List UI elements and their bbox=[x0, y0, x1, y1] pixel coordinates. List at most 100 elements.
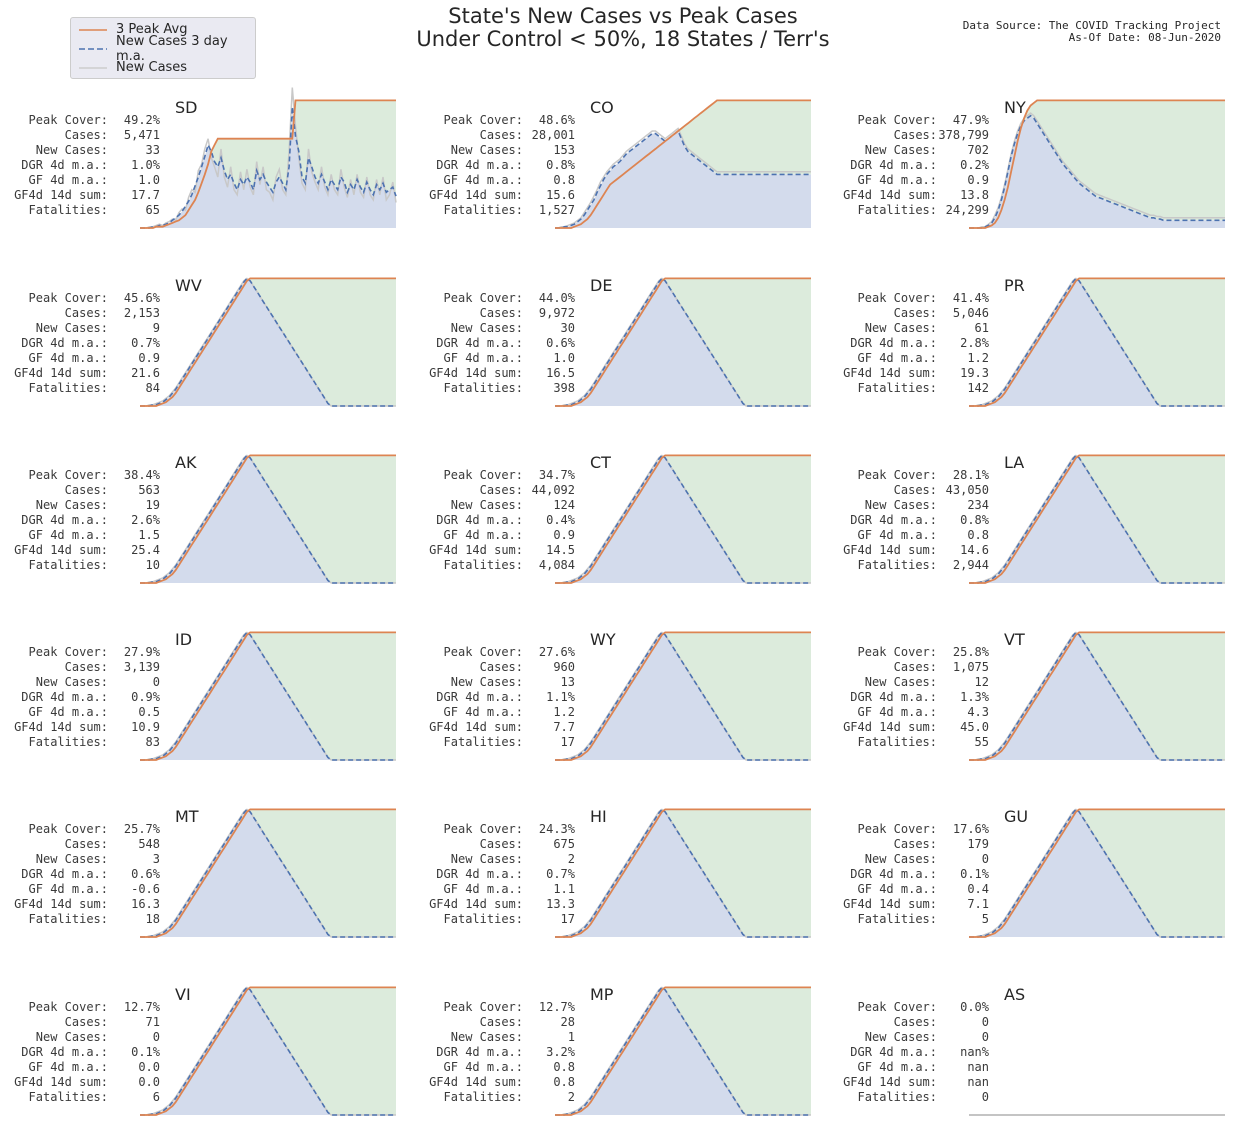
stat-label: New Cases: bbox=[450, 321, 523, 335]
stat-value: 84 bbox=[145, 381, 160, 395]
stat-label: GF 4d m.a.: bbox=[857, 351, 937, 365]
stat-row: New Cases: 0 bbox=[10, 675, 160, 690]
panel-plot bbox=[555, 631, 811, 761]
stat-value: 5,471 bbox=[123, 128, 160, 142]
stat-row: Peak Cover: 34.7% bbox=[425, 468, 575, 483]
stats-block: Peak Cover: 41.4% Cases: 5,046 New Cases: 61 D… bbox=[839, 291, 989, 396]
stat-label: Fatalities: bbox=[857, 912, 937, 926]
stat-label: DGR 4d m.a.: bbox=[21, 867, 108, 881]
stat-value: 1.1% bbox=[546, 690, 575, 704]
stat-value: 25.7% bbox=[123, 822, 160, 836]
stat-label: DGR 4d m.a.: bbox=[21, 336, 108, 350]
ma-area bbox=[969, 809, 1225, 937]
peak-gap-area bbox=[140, 809, 396, 937]
stat-label: Peak Cover: bbox=[28, 822, 108, 836]
stat-row: New Cases: 30 bbox=[425, 321, 575, 336]
stat-value: 45.0 bbox=[960, 720, 989, 734]
stat-value: 1.3% bbox=[960, 690, 989, 704]
stat-label: Cases: bbox=[893, 837, 937, 851]
stat-row: Cases: 960 bbox=[425, 660, 575, 675]
stat-value: 13 bbox=[560, 675, 575, 689]
stat-label: Peak Cover: bbox=[857, 113, 937, 127]
ma-line bbox=[555, 129, 811, 229]
stats-block: Peak Cover: 24.3% Cases: 675 New Cases: 2 DGR … bbox=[425, 822, 575, 927]
stat-value: 2.8% bbox=[960, 336, 989, 350]
stat-row: DGR 4d m.a.: 2.6% bbox=[10, 513, 160, 528]
stat-label: Cases: bbox=[893, 660, 937, 674]
stats-block: Peak Cover: 44.0% Cases: 9,972 New Cases: 30 D… bbox=[425, 291, 575, 396]
stat-row: GF4d 14d sum: 16.3 bbox=[10, 897, 160, 912]
stat-value: 44.0% bbox=[538, 291, 575, 305]
stat-row: Cases: 1,075 bbox=[839, 660, 989, 675]
stat-label: Cases: bbox=[64, 128, 108, 142]
stat-label: DGR 4d m.a.: bbox=[850, 513, 937, 527]
stat-label: Fatalities: bbox=[443, 203, 523, 217]
stat-value: 61 bbox=[974, 321, 989, 335]
panel-title: MT bbox=[175, 807, 199, 826]
stat-row: GF4d 14d sum: 10.9 bbox=[10, 720, 160, 735]
peak-gap-area bbox=[140, 632, 396, 760]
stat-row: Peak Cover: 0.0% bbox=[839, 1000, 989, 1015]
stat-value: 0.0% bbox=[960, 1000, 989, 1014]
peak-avg-line bbox=[969, 631, 1225, 761]
peak-avg-line bbox=[555, 454, 811, 584]
stat-row: Fatalities: 2,944 bbox=[839, 558, 989, 573]
stat-value: 0 bbox=[981, 852, 989, 866]
stat-label: Fatalities: bbox=[857, 203, 937, 217]
stat-value: 1,527 bbox=[538, 203, 575, 217]
panel-title: PR bbox=[1004, 276, 1025, 295]
stat-label: GF 4d m.a.: bbox=[28, 528, 108, 542]
stat-value: 16.3 bbox=[131, 897, 160, 911]
stat-value: 12.7% bbox=[123, 1000, 160, 1014]
stat-row: GF 4d m.a.: nan bbox=[839, 1060, 989, 1075]
stat-value: 45.6% bbox=[123, 291, 160, 305]
stat-label: GF 4d m.a.: bbox=[443, 351, 523, 365]
panel-title: CO bbox=[590, 98, 614, 117]
stat-value: 0.8 bbox=[967, 528, 989, 542]
stat-label: Fatalities: bbox=[443, 912, 523, 926]
stat-label: New Cases: bbox=[35, 321, 108, 335]
peak-avg-line bbox=[555, 808, 811, 938]
stat-row: Cases: 5,471 bbox=[10, 128, 160, 143]
stat-value: 18 bbox=[145, 912, 160, 926]
peak-gap-area bbox=[555, 100, 811, 228]
ma-line bbox=[555, 808, 811, 938]
stat-row: GF 4d m.a.: 1.2 bbox=[839, 351, 989, 366]
ma-line bbox=[140, 631, 396, 761]
legend-item: New Cases bbox=[79, 58, 247, 77]
ma-line bbox=[555, 631, 811, 761]
stat-row: Fatalities: 17 bbox=[425, 735, 575, 750]
stat-value: 30 bbox=[560, 321, 575, 335]
stat-row: GF4d 14d sum: 0.8 bbox=[425, 1075, 575, 1090]
stats-block: Peak Cover: 38.4% Cases: 563 New Cases: 19 DGR… bbox=[10, 468, 160, 573]
stat-label: New Cases: bbox=[35, 143, 108, 157]
stat-label: Fatalities: bbox=[28, 1090, 108, 1104]
stat-value: 0.4 bbox=[967, 882, 989, 896]
peak-avg-line bbox=[555, 631, 811, 761]
chart-title: State's New Cases vs Peak Cases Under Co… bbox=[0, 5, 1246, 51]
panel-title: MP bbox=[590, 985, 614, 1004]
stat-label: GF4d 14d sum: bbox=[429, 543, 523, 557]
stat-label: Peak Cover: bbox=[28, 1000, 108, 1014]
stat-row: Fatalities: 65 bbox=[10, 203, 160, 218]
panel-plot bbox=[969, 1114, 1225, 1116]
stat-label: DGR 4d m.a.: bbox=[436, 336, 523, 350]
stat-label: New Cases: bbox=[450, 498, 523, 512]
stat-label: GF4d 14d sum: bbox=[429, 188, 523, 202]
stat-row: DGR 4d m.a.: 0.1% bbox=[839, 867, 989, 882]
stat-label: GF4d 14d sum: bbox=[14, 897, 108, 911]
stat-value: 4.3 bbox=[967, 705, 989, 719]
stat-label: Peak Cover: bbox=[443, 1000, 523, 1014]
stat-value: 2 bbox=[567, 852, 575, 866]
stat-row: New Cases: 0 bbox=[839, 1030, 989, 1045]
stat-value: 25.4 bbox=[131, 543, 160, 557]
panel-plot bbox=[969, 277, 1225, 407]
panel-title: GU bbox=[1004, 807, 1029, 826]
stat-row: New Cases: 61 bbox=[839, 321, 989, 336]
stat-label: New Cases: bbox=[450, 1030, 523, 1044]
stat-value: 41.4% bbox=[952, 291, 989, 305]
data-source-note: Data Source: The COVID Tracking Project … bbox=[963, 20, 1221, 44]
stat-row: Cases: 3,139 bbox=[10, 660, 160, 675]
stat-value: 1.2 bbox=[553, 705, 575, 719]
panel-plot bbox=[555, 277, 811, 407]
